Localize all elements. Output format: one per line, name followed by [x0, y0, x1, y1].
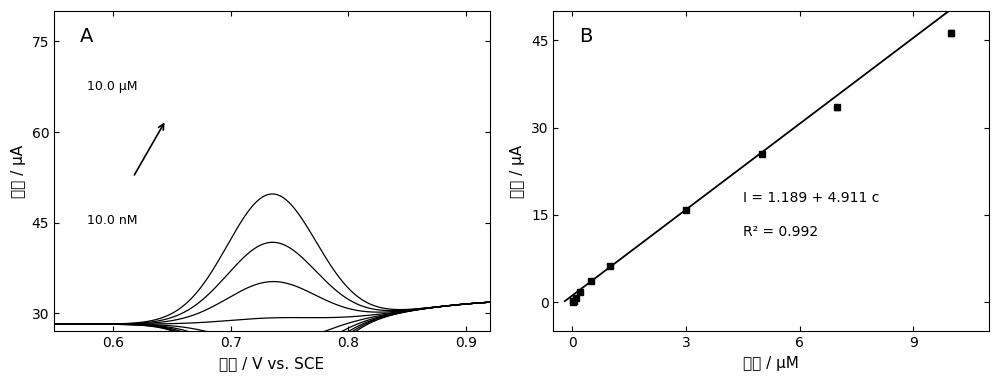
X-axis label: 电位 / V vs. SCE: 电位 / V vs. SCE [219, 356, 324, 371]
Text: 10.0 nM: 10.0 nM [87, 214, 138, 227]
Text: I = 1.189 + 4.911 c: I = 1.189 + 4.911 c [743, 191, 879, 204]
Text: B: B [580, 27, 593, 46]
X-axis label: 浓度 / μM: 浓度 / μM [743, 356, 799, 371]
Text: 10.0 μM: 10.0 μM [87, 80, 138, 93]
Text: R² = 0.992: R² = 0.992 [743, 225, 818, 240]
Text: A: A [80, 27, 94, 46]
Y-axis label: 电流 / μA: 电流 / μA [11, 145, 26, 198]
Y-axis label: 电流 / μA: 电流 / μA [510, 145, 525, 198]
